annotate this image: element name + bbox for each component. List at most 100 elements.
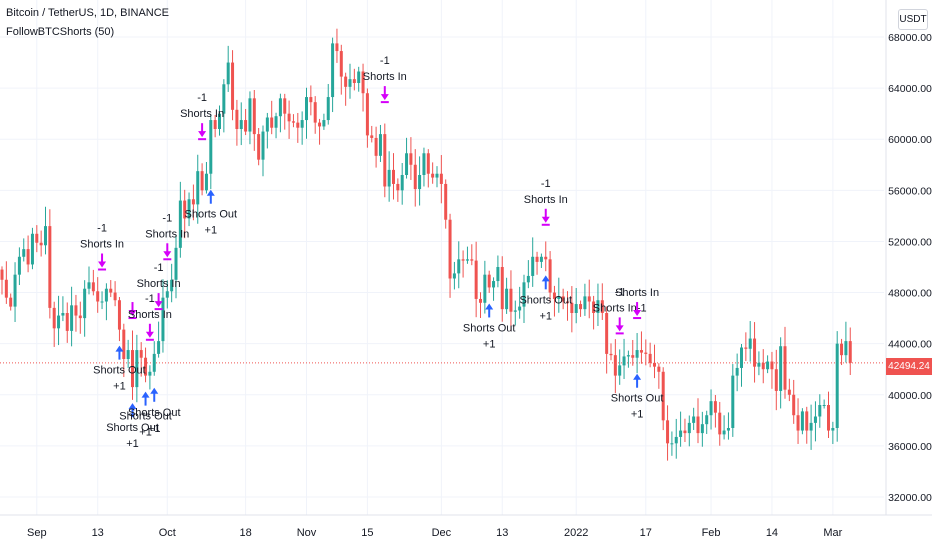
y-tick-label: 64000.00: [888, 83, 932, 95]
candle-body: [726, 428, 730, 431]
shorts-in-label-bottom: Shorts In: [524, 194, 568, 206]
candle-body: [170, 279, 174, 292]
candle-body: [135, 350, 139, 388]
candle-body: [674, 436, 678, 444]
shorts-out-label-top: Shorts Out: [93, 365, 146, 377]
candle-body: [352, 79, 356, 83]
candle-body: [718, 412, 722, 435]
candle-body: [204, 173, 208, 191]
candle-body: [535, 256, 539, 262]
shorts-out-arrow: [633, 373, 642, 388]
candle-body: [157, 341, 161, 354]
shorts-out-label-bottom: +1: [148, 423, 161, 435]
candle-body: [444, 183, 448, 220]
candle-body: [405, 153, 409, 175]
candle-body: [196, 171, 200, 205]
candle-body: [392, 169, 395, 184]
candle-body: [831, 428, 835, 431]
shorts-in-label-bottom: Shorts In: [363, 71, 407, 83]
candle-body: [809, 422, 813, 431]
candle-body: [244, 120, 248, 132]
candle-body: [52, 307, 56, 329]
shorts-out-label-bottom: +1: [631, 409, 644, 421]
candle-body: [300, 120, 304, 128]
candle-body: [648, 353, 652, 363]
candle-body: [740, 347, 743, 368]
candle-body: [670, 443, 674, 445]
candle-body: [600, 300, 604, 313]
candle-body: [579, 304, 583, 310]
shorts-in-arrow: [98, 253, 107, 271]
shorts-in-arrow-head: [154, 301, 163, 308]
candle-body: [552, 292, 556, 299]
shorts-out-arrow-head: [206, 189, 215, 196]
x-tick-label: 13: [92, 527, 104, 539]
candle-body: [848, 341, 852, 363]
candle-body: [496, 267, 500, 282]
candle-body: [692, 416, 696, 423]
shorts-out-arrow: [541, 275, 550, 290]
x-tick-label: Feb: [702, 527, 721, 539]
indicator-label[interactable]: FollowBTCShorts (50): [6, 26, 115, 38]
candle-body: [661, 371, 665, 421]
candle-body: [213, 120, 217, 129]
candle-body: [613, 355, 617, 376]
shorts-in-label-top: -1: [197, 92, 207, 104]
candle-body: [30, 233, 34, 265]
candle-body: [396, 183, 400, 191]
currency-selector[interactable]: USDT: [898, 9, 928, 30]
shorts-out-arrow-head: [150, 387, 159, 394]
x-tick-label: Sep: [27, 527, 47, 539]
candle-body: [139, 350, 143, 358]
candle-body: [683, 430, 687, 434]
shorts-in-label-top: -1: [97, 223, 107, 235]
candle-body: [218, 113, 221, 129]
candle-body: [74, 305, 78, 316]
shorts-out-arrow: [150, 387, 159, 402]
candle-body: [457, 259, 461, 274]
candle-body: [305, 97, 308, 121]
shorts-out-arrow: [128, 403, 137, 418]
candle-body: [422, 153, 426, 175]
candle-body: [700, 424, 704, 434]
candle-body: [566, 301, 569, 303]
candle-body: [687, 422, 691, 434]
shorts-in-arrow-head: [98, 261, 107, 268]
candle-body: [813, 416, 817, 423]
candle-body: [713, 401, 717, 413]
candle-body: [35, 233, 39, 243]
candle-body: [605, 313, 609, 354]
candle-body: [722, 430, 726, 435]
y-tick-label: 60000.00: [888, 134, 932, 146]
candle-body: [222, 84, 226, 114]
candle-body: [261, 131, 265, 160]
candle-body: [748, 338, 752, 349]
candle-body: [270, 117, 274, 128]
shorts-in-arrow: [198, 123, 207, 141]
candle-body: [744, 347, 748, 349]
shorts-out-arrow: [141, 391, 150, 406]
candle-body: [413, 164, 417, 190]
candle-body: [487, 274, 491, 288]
candle-body: [374, 137, 378, 156]
shorts-in-arrow-head: [163, 251, 172, 258]
shorts-in-arrow-head: [541, 216, 550, 223]
candle-body: [17, 256, 21, 275]
shorts-out-arrow-head: [128, 403, 137, 410]
candle-body: [548, 259, 552, 293]
candle-body: [844, 341, 848, 356]
candle-body: [296, 122, 300, 128]
shorts-out-label-top: Shorts Out: [119, 411, 172, 423]
x-tick-label: 2022: [564, 527, 588, 539]
candle-body: [48, 226, 52, 308]
candle-body: [4, 279, 8, 298]
chart-title[interactable]: Bitcoin / TetherUS, 1D, BINANCE: [6, 7, 170, 19]
candle-body: [383, 134, 387, 187]
candle-body: [78, 315, 82, 319]
candle-body: [65, 313, 69, 331]
candle-body: [731, 375, 735, 428]
candle-body: [596, 300, 600, 313]
candle-body: [235, 109, 239, 129]
candle-body: [387, 169, 391, 187]
